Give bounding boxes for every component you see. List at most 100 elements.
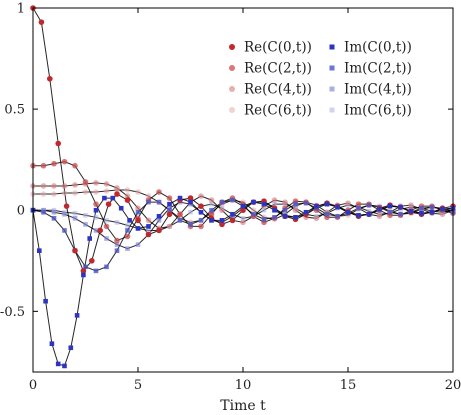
legend-label: Re(C(2,t)) — [244, 61, 312, 77]
data-point — [41, 209, 46, 215]
data-point — [261, 201, 267, 207]
legend-marker — [329, 44, 335, 50]
data-point — [135, 217, 141, 224]
data-point — [292, 207, 299, 214]
legend-item: Im(C(0,t)) — [329, 40, 412, 56]
data-point — [282, 207, 288, 213]
data-point — [188, 209, 193, 215]
data-point — [83, 222, 88, 227]
data-point — [156, 227, 162, 234]
data-point — [261, 217, 267, 222]
data-point — [40, 191, 47, 197]
data-point — [125, 246, 130, 251]
data-point — [272, 207, 277, 213]
data-point — [335, 204, 340, 210]
legend-marker — [229, 44, 235, 50]
data-point — [209, 207, 214, 213]
legend-item: Im(C(6,t)) — [329, 103, 412, 119]
data-point — [408, 208, 414, 214]
data-point — [156, 189, 162, 195]
legend-item: Im(C(4,t)) — [329, 82, 412, 98]
data-point — [62, 228, 67, 233]
data-point — [251, 199, 256, 205]
data-point — [240, 219, 246, 226]
data-point — [102, 195, 107, 201]
data-point — [156, 218, 162, 223]
data-point — [366, 202, 372, 208]
data-markers — [30, 5, 456, 369]
data-point — [261, 207, 267, 213]
data-point — [127, 218, 132, 223]
data-point — [229, 217, 236, 224]
data-point — [198, 203, 204, 209]
data-point — [345, 209, 351, 215]
data-point — [124, 187, 131, 193]
data-point — [125, 228, 130, 233]
data-point — [135, 189, 141, 195]
data-point — [408, 202, 414, 208]
data-point — [250, 207, 257, 214]
legend-marker — [229, 86, 235, 92]
data-point — [439, 211, 446, 218]
data-point — [240, 203, 246, 209]
data-point — [272, 215, 277, 220]
data-point — [72, 247, 78, 254]
data-point — [429, 209, 435, 215]
data-point — [37, 248, 42, 253]
x-tick-label: 0 — [29, 378, 37, 393]
data-point — [103, 223, 110, 230]
data-point — [55, 140, 61, 147]
legend-marker — [329, 65, 335, 71]
data-point — [72, 190, 78, 196]
data-point — [104, 218, 109, 223]
data-point — [219, 199, 225, 205]
data-point — [440, 206, 445, 212]
data-point — [72, 210, 78, 216]
data-point — [68, 345, 74, 351]
data-point — [40, 183, 47, 189]
data-point — [282, 213, 288, 219]
data-point — [314, 203, 319, 209]
data-point — [188, 222, 193, 227]
axis-ticks: 0 5 10 15 20 -0.5 0 0.5 1 — [0, 2, 461, 394]
fit-curve — [32, 197, 454, 367]
legend-label: Im(C(6,t)) — [344, 103, 412, 119]
data-point — [51, 160, 57, 167]
data-point — [89, 257, 95, 264]
data-point — [167, 201, 172, 207]
data-point — [187, 195, 194, 201]
data-point — [51, 209, 57, 215]
data-point — [208, 197, 215, 203]
data-point — [188, 199, 193, 205]
data-point — [110, 195, 116, 201]
data-point — [198, 223, 204, 230]
data-point — [198, 209, 204, 215]
data-point — [97, 227, 103, 234]
data-point — [419, 210, 424, 216]
data-point — [81, 272, 86, 278]
data-point — [177, 195, 183, 201]
legend-item: Re(C(2,t)) — [229, 61, 312, 77]
data-point — [156, 199, 162, 205]
data-point — [356, 205, 361, 211]
data-point — [135, 209, 141, 215]
legend-label: Re(C(0,t)) — [244, 40, 312, 56]
data-point — [51, 191, 57, 197]
data-point — [93, 201, 99, 207]
x-tick-label: 15 — [340, 378, 357, 393]
data-point — [146, 228, 151, 233]
legend-label: Im(C(2,t)) — [344, 61, 412, 77]
legend-marker — [329, 107, 335, 113]
legend: Re(C(0,t)) Re(C(2,t)) Re(C(4,t)) Re(C(6,t))… — [229, 40, 412, 119]
data-point — [167, 207, 172, 213]
data-point — [303, 200, 309, 206]
data-point — [103, 181, 110, 187]
data-point — [82, 189, 89, 195]
data-point — [82, 179, 89, 185]
legend-item: Re(C(6,t)) — [229, 103, 312, 119]
data-point — [398, 204, 403, 210]
data-point — [166, 223, 173, 230]
data-point — [93, 207, 99, 213]
legend-marker — [229, 107, 235, 113]
data-point — [282, 199, 288, 205]
